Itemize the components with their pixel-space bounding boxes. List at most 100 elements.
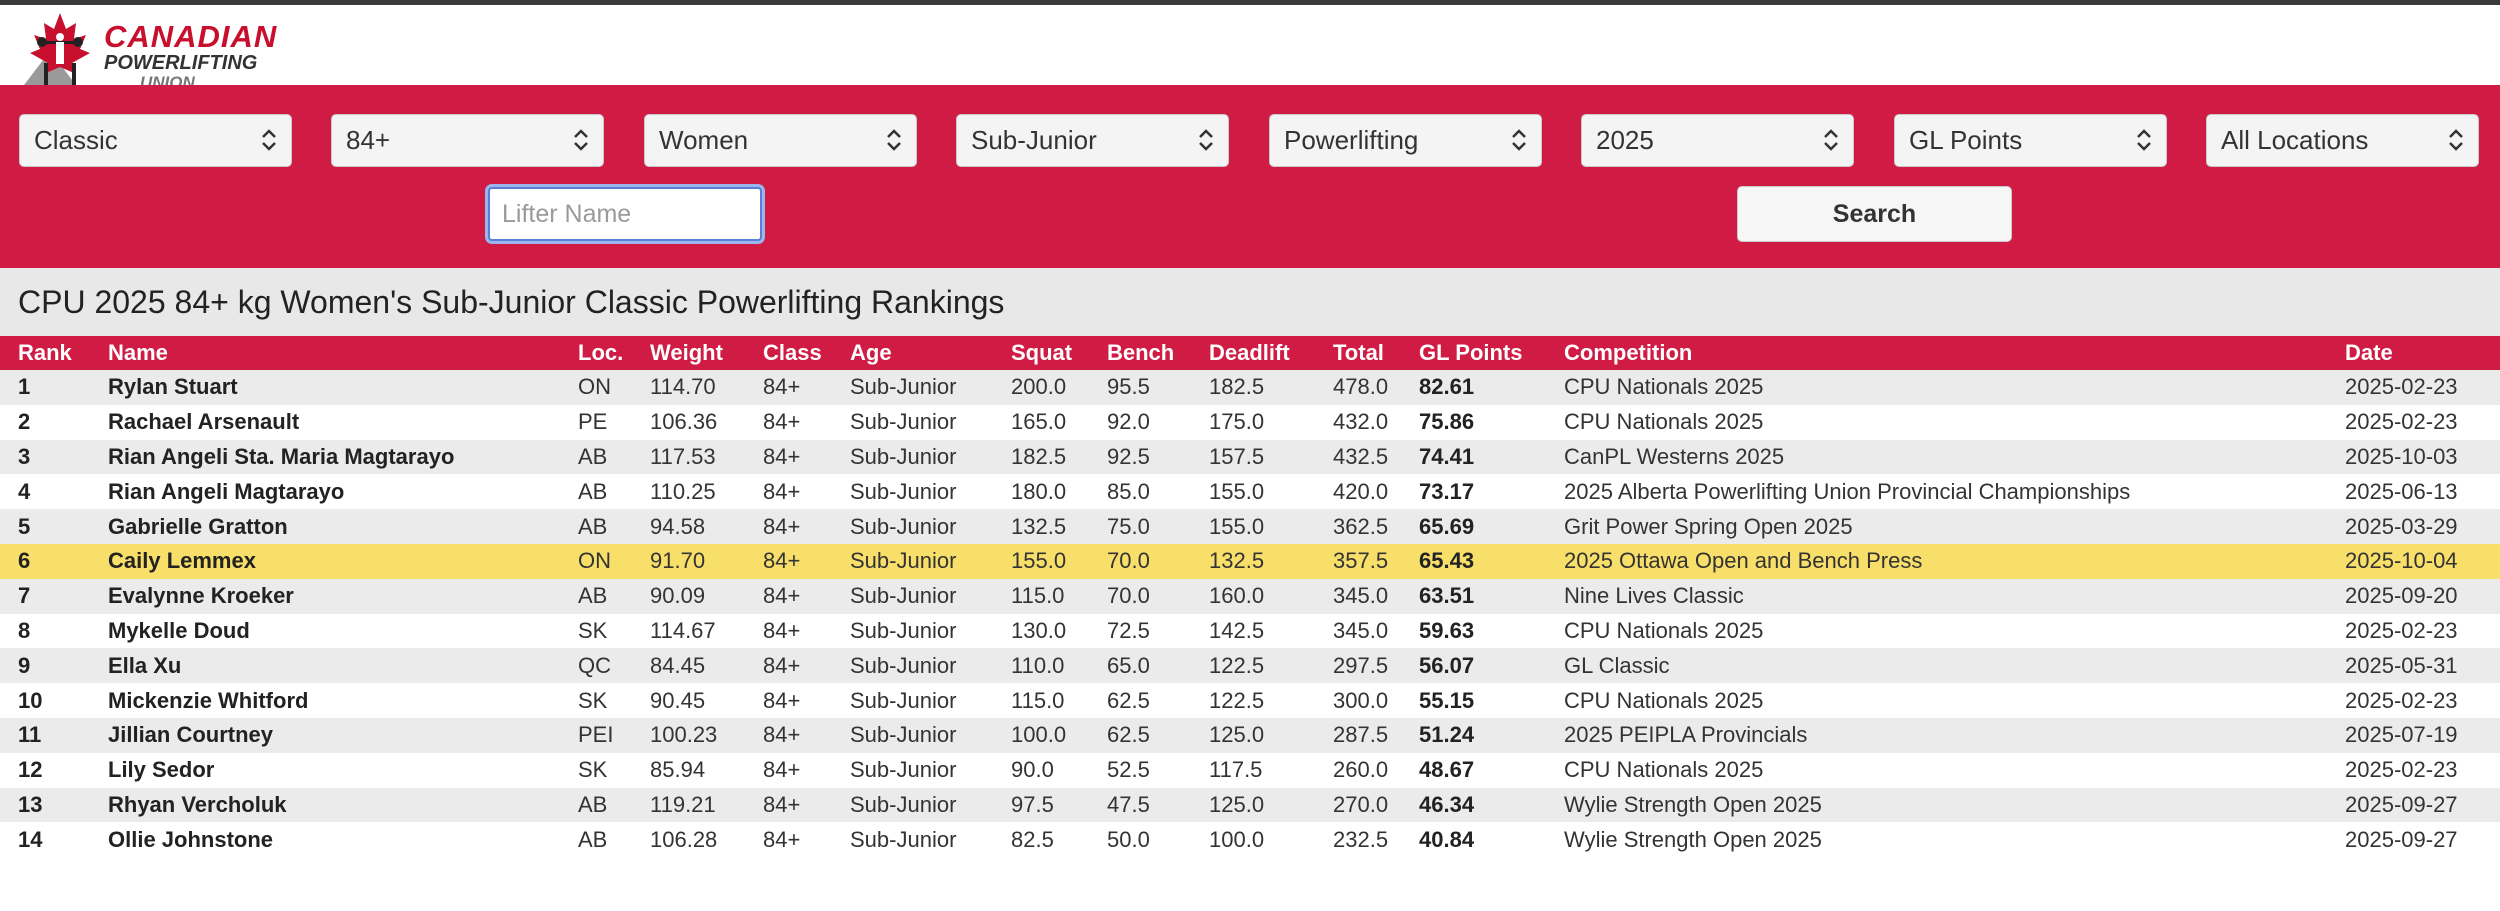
cell-weight: 117.53 bbox=[650, 443, 716, 469]
cell-total: 432.0 bbox=[1333, 409, 1389, 435]
top-border bbox=[0, 0, 2500, 5]
cell-squat: 115.0 bbox=[1011, 583, 1065, 609]
column-header-location[interactable]: Loc. bbox=[578, 340, 624, 365]
updown-chevron-icon bbox=[886, 127, 902, 153]
table-row: 12 Lily Sedor SK 85.94 84+ Sub-Junior 90.0 52.5… bbox=[0, 752, 2500, 788]
sort-select[interactable]: GL Points bbox=[1894, 114, 2167, 167]
cell-name[interactable]: Gabrielle Gratton bbox=[108, 513, 288, 539]
column-header-deadlift[interactable]: Deadlift bbox=[1209, 340, 1290, 365]
updown-chevron-icon bbox=[1198, 127, 1214, 153]
cell-rank: 11 bbox=[18, 722, 42, 748]
cell-squat: 200.0 bbox=[1011, 374, 1067, 400]
cell-class: 84+ bbox=[763, 374, 801, 400]
cell-competition[interactable]: CPU Nationals 2025 bbox=[1564, 409, 1764, 435]
column-header-total[interactable]: Total bbox=[1333, 340, 1384, 365]
cell-name[interactable]: Jillian Courtney bbox=[108, 722, 274, 748]
lifter-name-input[interactable] bbox=[488, 187, 762, 241]
weight-class-select[interactable]: 84+ bbox=[331, 114, 604, 167]
column-header-age[interactable]: Age bbox=[850, 340, 892, 365]
cell-name[interactable]: Evalynne Kroeker bbox=[108, 583, 294, 609]
cell-deadlift: 125.0 bbox=[1209, 722, 1265, 748]
cell-deadlift: 157.5 bbox=[1209, 443, 1265, 469]
cell-competition[interactable]: Wylie Strength Open 2025 bbox=[1564, 826, 1822, 852]
cell-date: 2025-05-31 bbox=[2345, 652, 2458, 678]
cell-gl-points: 46.34 bbox=[1419, 791, 1475, 817]
event-select[interactable]: Powerlifting bbox=[1269, 114, 1542, 167]
cell-rank: 7 bbox=[18, 583, 31, 609]
updown-chevron-icon bbox=[2136, 127, 2152, 153]
column-header-class[interactable]: Class bbox=[763, 340, 822, 365]
cell-weight: 106.28 bbox=[650, 826, 718, 852]
cell-name[interactable]: Rian Angeli Magtarayo bbox=[108, 478, 345, 504]
cell-name[interactable]: Ella Xu bbox=[108, 652, 182, 678]
column-header-date[interactable]: Date bbox=[2345, 340, 2393, 365]
cell-class: 84+ bbox=[763, 687, 801, 713]
cell-weight: 85.94 bbox=[650, 757, 706, 783]
cell-date: 2025-09-27 bbox=[2345, 826, 2458, 852]
column-header-name[interactable]: Name bbox=[108, 340, 168, 365]
cell-deadlift: 100.0 bbox=[1209, 826, 1265, 852]
cell-deadlift: 175.0 bbox=[1209, 409, 1265, 435]
cell-bench: 47.5 bbox=[1107, 791, 1150, 817]
cell-deadlift: 117.5 bbox=[1209, 757, 1263, 783]
cell-weight: 94.58 bbox=[650, 513, 706, 539]
cell-weight: 110.25 bbox=[650, 478, 716, 504]
cell-competition[interactable]: CanPL Westerns 2025 bbox=[1564, 443, 1785, 469]
cell-name[interactable]: Caily Lemmex bbox=[108, 548, 256, 574]
cell-bench: 72.5 bbox=[1107, 617, 1150, 643]
cell-deadlift: 142.5 bbox=[1209, 617, 1265, 643]
location-select[interactable]: All Locations bbox=[2206, 114, 2479, 167]
cell-competition[interactable]: 2025 PEIPLA Provincials bbox=[1564, 722, 1808, 748]
search-button[interactable]: Search bbox=[1737, 186, 2012, 242]
cell-competition[interactable]: 2025 Alberta Powerlifting Union Provinci… bbox=[1564, 478, 2131, 504]
cell-location: AB bbox=[578, 513, 608, 539]
cell-competition[interactable]: GL Classic bbox=[1564, 652, 1670, 678]
cell-gl-points: 73.17 bbox=[1419, 478, 1475, 504]
cell-name[interactable]: Mykelle Doud bbox=[108, 617, 250, 643]
cell-date: 2025-09-27 bbox=[2345, 791, 2458, 817]
sex-select[interactable]: Women bbox=[644, 114, 917, 167]
cell-date: 2025-09-20 bbox=[2345, 583, 2458, 609]
cell-competition[interactable]: CPU Nationals 2025 bbox=[1564, 617, 1764, 643]
cell-name[interactable]: Ollie Johnstone bbox=[108, 826, 274, 852]
column-header-competition[interactable]: Competition bbox=[1564, 340, 1693, 365]
cell-name[interactable]: Mickenzie Whitford bbox=[108, 687, 309, 713]
cell-rank: 4 bbox=[18, 478, 31, 504]
column-header-gl-points[interactable]: GL Points bbox=[1419, 340, 1523, 365]
cell-class: 84+ bbox=[763, 583, 801, 609]
cell-competition[interactable]: Grit Power Spring Open 2025 bbox=[1564, 513, 1853, 539]
cell-age: Sub-Junior bbox=[850, 757, 957, 783]
cell-name[interactable]: Rachael Arsenault bbox=[108, 409, 300, 435]
column-header-squat[interactable]: Squat bbox=[1011, 340, 1073, 365]
cell-location: SK bbox=[578, 687, 608, 713]
cell-bench: 62.5 bbox=[1107, 687, 1150, 713]
select-value: 2025 bbox=[1596, 125, 1654, 155]
year-select[interactable]: 2025 bbox=[1581, 114, 1854, 167]
cell-age: Sub-Junior bbox=[850, 409, 957, 435]
cell-competition[interactable]: 2025 Ottawa Open and Bench Press bbox=[1564, 548, 1923, 574]
cell-class: 84+ bbox=[763, 791, 801, 817]
cell-competition[interactable]: Wylie Strength Open 2025 bbox=[1564, 791, 1822, 817]
cell-squat: 132.5 bbox=[1011, 513, 1067, 539]
cell-competition[interactable]: CPU Nationals 2025 bbox=[1564, 757, 1764, 783]
column-header-rank[interactable]: Rank bbox=[18, 340, 72, 365]
cell-name[interactable]: Lily Sedor bbox=[108, 757, 215, 783]
table-header-row: Rank Name Loc. Weight Class Age Squat Bench Dead… bbox=[0, 336, 2500, 370]
cell-competition[interactable]: CPU Nationals 2025 bbox=[1564, 374, 1764, 400]
cell-squat: 155.0 bbox=[1011, 548, 1067, 574]
cell-name[interactable]: Rian Angeli Sta. Maria Magtarayo bbox=[108, 443, 455, 469]
cpu-logo[interactable]: CANADIAN POWERLIFTING UNION bbox=[20, 11, 276, 91]
column-header-bench[interactable]: Bench bbox=[1107, 340, 1175, 365]
cell-name[interactable]: Rylan Stuart bbox=[108, 374, 238, 400]
cell-name[interactable]: Rhyan Vercholuk bbox=[108, 791, 287, 817]
cell-deadlift: 132.5 bbox=[1209, 548, 1265, 574]
age-class-select[interactable]: Sub-Junior bbox=[956, 114, 1229, 167]
cell-deadlift: 155.0 bbox=[1209, 478, 1265, 504]
division-select[interactable]: Classic bbox=[19, 114, 292, 167]
cell-competition[interactable]: Nine Lives Classic bbox=[1564, 583, 1744, 609]
cell-competition[interactable]: CPU Nationals 2025 bbox=[1564, 687, 1764, 713]
cell-location: PE bbox=[578, 409, 608, 435]
column-header-weight[interactable]: Weight bbox=[650, 340, 723, 365]
cell-weight: 114.70 bbox=[650, 374, 716, 400]
cell-weight: 106.36 bbox=[650, 409, 718, 435]
